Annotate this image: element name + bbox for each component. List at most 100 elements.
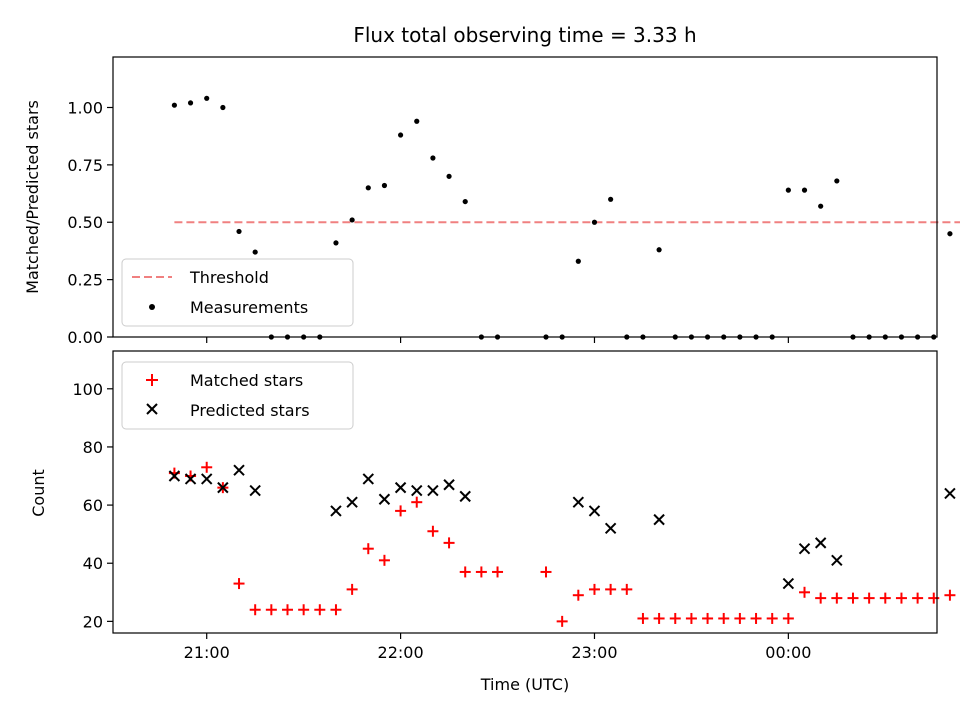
- matched-star-point: [201, 461, 213, 473]
- x-axis-label: Time (UTC): [480, 675, 569, 694]
- matched-star-point: [766, 612, 778, 624]
- matched-star-point: [411, 496, 423, 508]
- y-tick-label: 0.75: [67, 156, 103, 175]
- predicted-star-point: [184, 473, 197, 485]
- matched-star-point: [912, 592, 924, 604]
- predicted-star-point: [249, 484, 261, 497]
- measurement-point: [349, 217, 355, 223]
- matched-star-point: [750, 612, 762, 624]
- predicted-star-point: [217, 481, 229, 494]
- matched-star-point: [669, 612, 681, 624]
- matched-star-point: [427, 525, 439, 537]
- measurement-point: [204, 95, 210, 101]
- matched-star-point: [572, 589, 584, 601]
- y-tick-label: 100: [72, 380, 103, 399]
- y-tick-label: 0.25: [67, 271, 103, 290]
- matched-star-point: [718, 612, 730, 624]
- predicted-star-point: [572, 496, 585, 508]
- ratio-axes: 0.00 0.25 0.50 0.75 1.00: [67, 56, 938, 347]
- measurement-point: [462, 198, 468, 205]
- matched-star-point: [233, 578, 245, 590]
- matched-star-point: [492, 566, 504, 578]
- x-tick-label: 22:00: [378, 643, 424, 662]
- measurement-points-layer: [171, 95, 953, 340]
- matched-star-point: [879, 592, 891, 604]
- ratio-legend: Threshold Measurements: [121, 258, 354, 327]
- matched-star-point: [540, 566, 552, 578]
- axes-frame: [112, 56, 938, 338]
- predicted-star-point: [443, 479, 455, 491]
- predicted-star-point: [168, 470, 181, 482]
- measurement-point: [171, 102, 177, 108]
- matched-star-point: [346, 583, 358, 595]
- count-legend-box: [121, 361, 354, 430]
- matched-star-point: [588, 583, 600, 595]
- predicted-star-point: [588, 505, 601, 517]
- measurement-point: [785, 187, 791, 193]
- ratio-legend-box: [121, 258, 354, 327]
- measurement-point: [575, 258, 581, 264]
- axes-frame: [112, 350, 938, 634]
- matched-star-point: [314, 604, 326, 616]
- measurement-point: [591, 219, 598, 225]
- predicted-star-point: [346, 496, 358, 508]
- matched-star-point: [799, 586, 811, 598]
- predicted-star-point: [944, 487, 956, 500]
- matched-star-point: [395, 505, 407, 517]
- measurement-point: [656, 247, 662, 253]
- predicted-star-point: [378, 493, 391, 505]
- ratio-panel: Flux total observing time = 3.33 h Match…: [23, 23, 960, 347]
- matched-star-point: [249, 604, 261, 616]
- predicted-star-point: [427, 484, 439, 497]
- x-tick-label: 00:00: [765, 643, 811, 662]
- count-y-axis-label: Count: [29, 469, 48, 517]
- measurements-legend-swatch: [149, 304, 155, 310]
- matched-star-point: [637, 612, 649, 624]
- matched-star-point: [944, 589, 956, 601]
- matched-star-point: [621, 583, 633, 595]
- predicted-star-point: [362, 473, 374, 485]
- measurement-point: [414, 118, 420, 124]
- measurement-point: [801, 187, 808, 193]
- matched-star-point: [653, 612, 665, 624]
- matched-star-point: [330, 604, 342, 616]
- matched-star-point: [605, 583, 617, 595]
- predicted-legend-label: Predicted stars: [190, 401, 310, 420]
- y-tick-label: 60: [83, 496, 103, 515]
- y-tick-label: 0.50: [67, 213, 103, 232]
- matched-legend-label: Matched stars: [190, 371, 303, 390]
- predicted-star-point: [814, 537, 827, 549]
- matched-star-point: [362, 543, 374, 555]
- y-tick-label: 20: [83, 612, 103, 631]
- chart-title: Flux total observing time = 3.33 h: [353, 23, 696, 47]
- matched-star-point: [863, 592, 875, 604]
- measurement-point: [333, 240, 339, 246]
- y-tick-label: 0.00: [67, 328, 103, 347]
- predicted-star-point: [831, 554, 843, 567]
- matched-star-point: [378, 554, 390, 566]
- measurement-point: [947, 231, 953, 237]
- y-tick-label: 1.00: [67, 98, 103, 117]
- predicted-legend-swatch: [146, 403, 158, 415]
- matched-star-point: [831, 592, 843, 604]
- measurement-point: [252, 249, 258, 255]
- matched-star-point: [685, 612, 697, 624]
- measurement-point: [446, 173, 452, 179]
- predicted-star-point: [201, 473, 213, 485]
- matched-star-point: [782, 612, 794, 624]
- matched-star-point: [556, 615, 568, 627]
- measurement-point: [834, 178, 840, 184]
- measurement-point: [381, 182, 388, 189]
- matched-star-point: [847, 592, 859, 604]
- measurement-point: [220, 104, 226, 111]
- matched-star-point: [815, 592, 827, 604]
- matched-star-point: [895, 592, 907, 604]
- x-tick-label: 21:00: [184, 643, 230, 662]
- predicted-star-point: [604, 522, 617, 535]
- count-axes: 2040608010021:0022:0023:0000:0001:0002:0…: [72, 350, 960, 662]
- measurement-point: [397, 132, 404, 138]
- measurement-point: [365, 185, 371, 191]
- predicted-star-point: [653, 513, 665, 526]
